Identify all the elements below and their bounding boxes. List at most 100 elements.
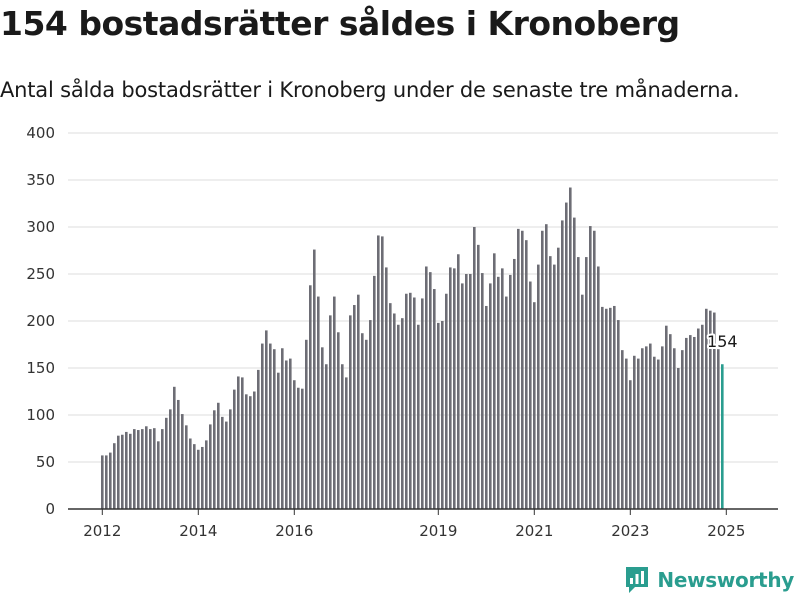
bar: [145, 426, 148, 509]
bar: [417, 324, 420, 509]
bar: [577, 257, 580, 509]
bar: [141, 429, 144, 509]
bar: [489, 283, 492, 509]
bar: [177, 399, 180, 509]
x-tick-label: 2014: [179, 522, 217, 540]
bar: [369, 320, 372, 509]
bar: [149, 429, 152, 509]
bar: [433, 289, 436, 509]
chart-title: 154 bostadsrätter såldes i Kronoberg: [0, 4, 680, 43]
bar: [385, 267, 388, 509]
bar: [309, 285, 312, 509]
bar: [629, 380, 632, 509]
bar: [133, 429, 136, 509]
bar: [365, 339, 368, 509]
bar: [681, 350, 684, 509]
bar: [485, 305, 488, 509]
bar: [641, 348, 644, 509]
bar: [201, 446, 204, 509]
bar: [661, 346, 664, 509]
bar: [101, 455, 104, 509]
bar: [573, 217, 576, 509]
bar: [241, 377, 244, 509]
bar: [253, 391, 256, 509]
bar: [601, 306, 604, 509]
bar: [333, 296, 336, 509]
bar: [257, 369, 260, 509]
bar: [529, 281, 532, 509]
bar: [493, 253, 496, 509]
y-tick-label: 400: [26, 124, 55, 142]
bar: [161, 429, 164, 509]
bar: [389, 303, 392, 509]
bar: [465, 274, 468, 509]
bar: [617, 320, 620, 509]
bar: [245, 394, 248, 509]
bar: [545, 224, 548, 509]
bar: [505, 296, 508, 509]
bar: [297, 387, 300, 509]
bar: [713, 312, 716, 509]
bar: [509, 274, 512, 509]
bar: [677, 368, 680, 509]
bar: [449, 267, 452, 509]
bar: [341, 364, 344, 509]
bar: [337, 332, 340, 509]
bar: [621, 350, 624, 509]
x-tick-label: 2012: [83, 522, 121, 540]
bar: [353, 305, 356, 509]
bar: [361, 333, 364, 509]
bar: [213, 410, 216, 509]
bar: [173, 386, 176, 509]
bar: [413, 297, 416, 509]
bar: [117, 435, 120, 509]
bar: [221, 416, 224, 509]
bar: [381, 236, 384, 509]
x-tick-label: 2023: [611, 522, 649, 540]
bar: [637, 358, 640, 509]
bar: [513, 258, 516, 509]
bar: [325, 364, 328, 509]
bar: [125, 431, 128, 509]
bar: [301, 388, 304, 509]
bar: [265, 330, 268, 509]
bar: [293, 380, 296, 509]
bar: [497, 276, 500, 509]
bar: [657, 359, 660, 509]
bar: [137, 430, 140, 509]
bar: [129, 433, 132, 509]
bar: [477, 244, 480, 510]
bar: [705, 308, 708, 509]
bar: [273, 349, 276, 509]
bar: [469, 274, 472, 509]
brand-name: Newsworthy: [657, 568, 794, 592]
bar: [249, 396, 252, 509]
bar: [605, 308, 608, 509]
x-tick-label: 2016: [275, 522, 313, 540]
bar: [229, 409, 232, 509]
bar-highlight: [721, 364, 724, 509]
y-tick-label: 50: [36, 453, 55, 471]
bar: [109, 452, 112, 509]
bar: [185, 425, 188, 509]
bar: [717, 349, 720, 509]
x-tick-label: 2025: [707, 522, 745, 540]
bar: [429, 272, 432, 509]
bar: [305, 339, 308, 509]
bar: [345, 377, 348, 509]
bar: [665, 325, 668, 509]
bar: [289, 358, 292, 509]
bar: [209, 424, 212, 509]
bar: [105, 455, 108, 509]
bar: [593, 230, 596, 509]
highlight-value-label: 154: [707, 332, 738, 351]
bar: [441, 321, 444, 509]
x-tick-label: 2019: [419, 522, 457, 540]
bar: [649, 343, 652, 509]
bar: [373, 275, 376, 509]
bar: [285, 360, 288, 509]
y-tick-label: 150: [26, 359, 55, 377]
x-tick-label: 2021: [515, 522, 553, 540]
bar: [697, 328, 700, 509]
